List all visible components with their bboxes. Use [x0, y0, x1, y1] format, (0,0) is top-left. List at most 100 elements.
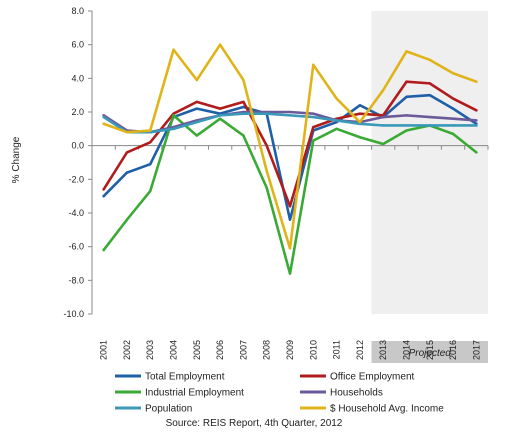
legend-entry: Population [145, 404, 192, 415]
data-point [125, 218, 129, 221]
data-point [102, 248, 105, 252]
data-point [475, 109, 478, 112]
x-tick-label: 2008 [262, 340, 272, 360]
data-point [312, 63, 315, 67]
data-point [172, 114, 175, 117]
data-point [149, 189, 152, 193]
data-point [312, 112, 315, 115]
data-point [265, 186, 268, 189]
data-point [451, 117, 455, 120]
data-point [149, 162, 152, 166]
data-point [172, 127, 175, 131]
data-point [312, 139, 315, 142]
data-point [288, 218, 292, 221]
data-point [288, 205, 292, 208]
data-point [475, 80, 478, 83]
data-point [102, 122, 105, 125]
data-point [102, 194, 105, 198]
data-point [288, 114, 292, 117]
data-point [405, 124, 408, 127]
y-tick-label: -4.0 [68, 208, 84, 218]
y-tick-label: 4.0 [71, 73, 84, 83]
x-tick-label: 2017 [471, 340, 481, 360]
data-point [381, 124, 385, 127]
data-point [451, 97, 455, 100]
data-point [195, 120, 199, 124]
source-note: Source: REIS Report, 4th Quarter, 2012 [166, 418, 343, 429]
data-point [451, 132, 455, 136]
x-tick-label: 2005 [192, 340, 202, 360]
x-tick-label: 2001 [99, 340, 109, 360]
x-tick-label: 2011 [332, 340, 342, 359]
data-point [288, 110, 292, 114]
x-tick-label: 2004 [169, 340, 179, 360]
y-tick-label: -8.0 [68, 275, 84, 285]
x-tick-label: 2012 [355, 340, 365, 360]
data-point [475, 151, 478, 154]
data-point [218, 43, 222, 46]
data-point [218, 114, 222, 117]
y-tick-label: -10.0 [63, 309, 84, 319]
data-point [242, 112, 245, 115]
x-tick-label: 2014 [401, 340, 411, 360]
data-point [335, 97, 338, 100]
data-point [195, 100, 199, 104]
data-point [125, 131, 129, 134]
data-point [451, 107, 455, 110]
legend-entry: Industrial Employment [145, 388, 244, 399]
data-point [428, 82, 431, 85]
x-tick-label: 2015 [425, 340, 435, 360]
x-tick-label: 2009 [285, 340, 295, 360]
data-point [405, 50, 408, 53]
data-point [451, 72, 455, 75]
y-tick-label: 8.0 [71, 6, 84, 16]
data-point [428, 93, 431, 97]
data-point [242, 105, 245, 109]
data-point [149, 129, 152, 132]
y-tick-label: 6.0 [71, 40, 84, 50]
data-point [265, 112, 268, 115]
data-point [335, 119, 338, 122]
data-point [451, 124, 455, 127]
data-point [475, 124, 478, 127]
data-point [125, 171, 129, 174]
x-tick-label: 2003 [145, 340, 155, 360]
legend-entry: $ Household Avg. Income [330, 404, 444, 415]
data-point [358, 136, 362, 139]
data-point [288, 272, 292, 275]
data-point [218, 117, 222, 120]
x-tick-label: 2013 [378, 340, 388, 360]
data-point [381, 88, 385, 92]
y-tick-label: -6.0 [68, 242, 84, 252]
data-point [381, 142, 385, 146]
data-point [265, 144, 268, 147]
legend-entry: Households [330, 388, 383, 399]
data-point [288, 247, 292, 250]
data-point [335, 127, 338, 131]
data-point [195, 78, 199, 82]
data-point [358, 112, 362, 115]
data-point [405, 114, 408, 117]
y-tick-label: 0.0 [71, 141, 84, 151]
data-point [405, 80, 408, 83]
data-point [242, 100, 245, 104]
data-point [242, 78, 245, 82]
x-tick-label: 2007 [238, 340, 248, 360]
data-point [218, 107, 222, 110]
data-point [149, 141, 152, 144]
y-axis-label: % Change [11, 136, 22, 183]
legend: Total Employment Office Employment Industr… [115, 372, 444, 415]
data-point [358, 120, 362, 124]
projected-region: Projected [371, 11, 488, 363]
data-point [172, 48, 175, 51]
x-tick-label: 2016 [448, 340, 458, 360]
data-point [195, 107, 199, 110]
data-point [242, 134, 245, 137]
data-point [428, 58, 431, 62]
projected-label: Projected [409, 348, 452, 359]
y-tick-label: -2.0 [68, 174, 84, 184]
data-point [265, 169, 268, 173]
data-point [312, 115, 315, 119]
data-point [428, 115, 431, 119]
